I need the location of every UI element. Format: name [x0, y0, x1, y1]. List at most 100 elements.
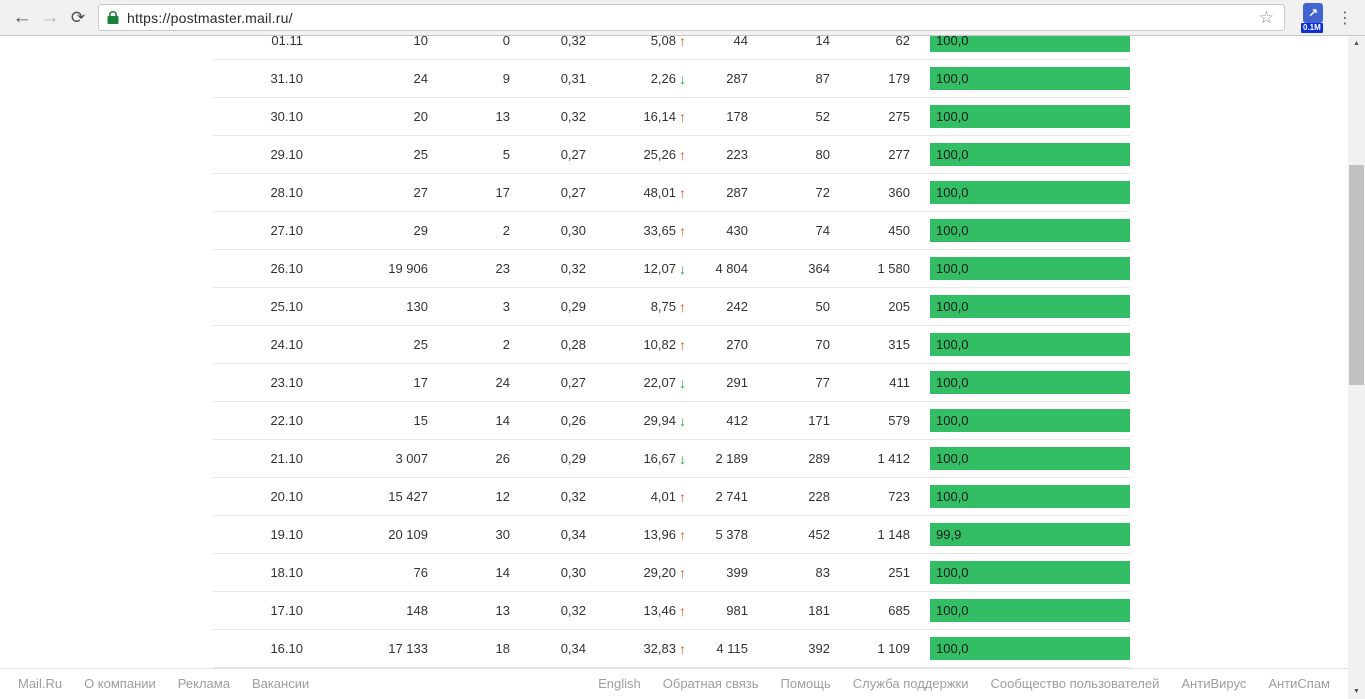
cell-value: 0,32: [560, 603, 586, 618]
cell-value: 270: [726, 337, 748, 352]
cell-value: 26: [495, 451, 510, 466]
footer-link[interactable]: English: [598, 676, 641, 691]
cell-delta: 12,07 ↓: [586, 261, 686, 276]
stats-table: 01.11 10 0 0,32 5,08 ↑ 44 14 62 100,0 31…: [213, 36, 1130, 668]
forward-button[interactable]: →: [40, 6, 60, 28]
table-row: 30.10 20 13 0,32 16,14 ↑ 178 52 275 100,…: [213, 98, 1130, 136]
footer-link[interactable]: Помощь: [780, 676, 831, 691]
cell-value: 44: [733, 36, 748, 48]
cell-value: 315: [888, 337, 910, 352]
delta-value: 16,67: [643, 451, 676, 466]
quality-bar-label: 100,0: [936, 641, 969, 656]
cell-delta: 16,14 ↑: [586, 109, 686, 124]
cell-delta: 8,75 ↑: [586, 299, 686, 314]
delta-value: 48,01: [643, 185, 676, 200]
cell-value: 25: [413, 147, 428, 162]
back-button[interactable]: ←: [12, 6, 32, 28]
quality-bar-label: 100,0: [936, 603, 969, 618]
cell-value: 14: [495, 413, 510, 428]
cell-value: 27: [413, 185, 428, 200]
footer-link[interactable]: Служба поддержки: [852, 676, 969, 691]
footer-link[interactable]: АнтиВирус: [1181, 676, 1247, 691]
cell-value: 4 115: [716, 641, 748, 656]
quality-bar-track: 100,0: [930, 333, 1130, 356]
delta-arrow-icon: ↑: [679, 564, 686, 581]
footer-link[interactable]: Сообщество пользователей: [990, 676, 1160, 691]
cell-value: 9: [502, 71, 510, 86]
quality-bar-track: 100,0: [930, 599, 1130, 622]
cell-delta: 33,65 ↑: [586, 223, 686, 238]
quality-bar-track: 100,0: [930, 181, 1130, 204]
url-bar[interactable]: https://postmaster.mail.ru/ ☆: [98, 4, 1285, 31]
quality-bar-label: 100,0: [936, 375, 969, 390]
footer-link[interactable]: АнтиСпам: [1268, 676, 1330, 691]
footer-link[interactable]: Mail.Ru: [18, 676, 63, 691]
footer-link-item: Вакансии: [252, 675, 309, 693]
scroll-up-icon[interactable]: ▲: [1353, 40, 1360, 47]
cell-delta: 22,07 ↓: [586, 375, 686, 390]
cell-value: 5: [502, 147, 510, 162]
cell-value: 0,27: [560, 147, 586, 162]
cell-value: 87: [815, 71, 830, 86]
browser-menu-button[interactable]: ⋮: [1337, 9, 1353, 27]
cell-value: 4 804: [715, 261, 748, 276]
cell-value: 0,30: [560, 565, 586, 580]
cell-value: 0,29: [560, 299, 586, 314]
cell-value: 392: [808, 641, 830, 656]
cell-value: 0,26: [560, 413, 586, 428]
cell-value: 77: [815, 375, 830, 390]
cell-value: 360: [888, 185, 910, 200]
cell-value: 412: [726, 413, 748, 428]
cell-value: 242: [726, 299, 748, 314]
quality-bar-label: 100,0: [936, 36, 969, 48]
delta-value: 25,26: [643, 147, 676, 162]
footer-link[interactable]: О компании: [84, 676, 156, 691]
quality-bar: 100,0: [930, 295, 1130, 318]
cell-value: 0,34: [560, 641, 586, 656]
footer-link[interactable]: Вакансии: [251, 676, 310, 691]
table-row: 23.10 17 24 0,27 22,07 ↓ 291 77 411 100,…: [213, 364, 1130, 402]
footer-link-item: Реклама: [178, 675, 230, 693]
table-row: 18.10 76 14 0,30 29,20 ↑ 399 83 251 100,…: [213, 554, 1130, 592]
cell-value: 2 189: [715, 451, 748, 466]
table-row: 16.10 17 133 18 0,34 32,83 ↑ 4 115 392 1…: [213, 630, 1130, 668]
cell-bar: 100,0: [930, 409, 1130, 432]
footer-link[interactable]: Реклама: [177, 676, 230, 691]
delta-value: 32,83: [643, 641, 676, 656]
table-row: 20.10 15 427 12 0,32 4,01 ↑ 2 741 228 72…: [213, 478, 1130, 516]
extension-button[interactable]: ↗ 0.1M: [1301, 2, 1325, 33]
quality-bar-track: 100,0: [930, 105, 1130, 128]
vertical-scrollbar[interactable]: ▲ ▼: [1348, 36, 1365, 699]
footer-link[interactable]: Обратная связь: [662, 676, 759, 691]
cell-date: 30.10: [270, 109, 303, 124]
delta-arrow-icon: ↑: [679, 298, 686, 315]
cell-value: 83: [815, 565, 830, 580]
footer-link-item: АнтиСпам: [1268, 675, 1330, 693]
table-row: 27.10 29 2 0,30 33,65 ↑ 430 74 450 100,0: [213, 212, 1130, 250]
cell-delta: 10,82 ↑: [586, 337, 686, 352]
scroll-down-icon[interactable]: ▼: [1353, 688, 1360, 695]
delta-value: 12,07: [643, 261, 676, 276]
reload-button[interactable]: ⟳: [70, 7, 86, 27]
cell-value: 30: [495, 527, 510, 542]
cell-value: 76: [413, 565, 428, 580]
cell-value: 0,32: [560, 36, 586, 48]
cell-value: 1 109: [877, 641, 910, 656]
cell-bar: 100,0: [930, 333, 1130, 356]
footer-link-item: Сообщество пользователей: [990, 675, 1159, 693]
page-content: 01.11 10 0 0,32 5,08 ↑ 44 14 62 100,0 31…: [0, 36, 1348, 668]
quality-bar: 100,0: [930, 36, 1130, 52]
quality-bar-track: 100,0: [930, 295, 1130, 318]
cell-value: 291: [726, 375, 748, 390]
browser-toolbar: ← → ⟳ https://postmaster.mail.ru/ ☆ ↗ 0.…: [0, 0, 1365, 36]
cell-value: 74: [815, 223, 830, 238]
quality-bar: 100,0: [930, 485, 1130, 508]
url-text[interactable]: https://postmaster.mail.ru/: [127, 9, 293, 26]
cell-value: 18: [495, 641, 510, 656]
bookmark-star-icon[interactable]: ☆: [1258, 7, 1274, 27]
footer-link-item: English: [598, 675, 641, 693]
table-row: 26.10 19 906 23 0,32 12,07 ↓ 4 804 364 1…: [213, 250, 1130, 288]
scrollbar-thumb[interactable]: [1349, 165, 1364, 385]
cell-delta: 16,67 ↓: [586, 451, 686, 466]
cell-bar: 100,0: [930, 295, 1130, 318]
